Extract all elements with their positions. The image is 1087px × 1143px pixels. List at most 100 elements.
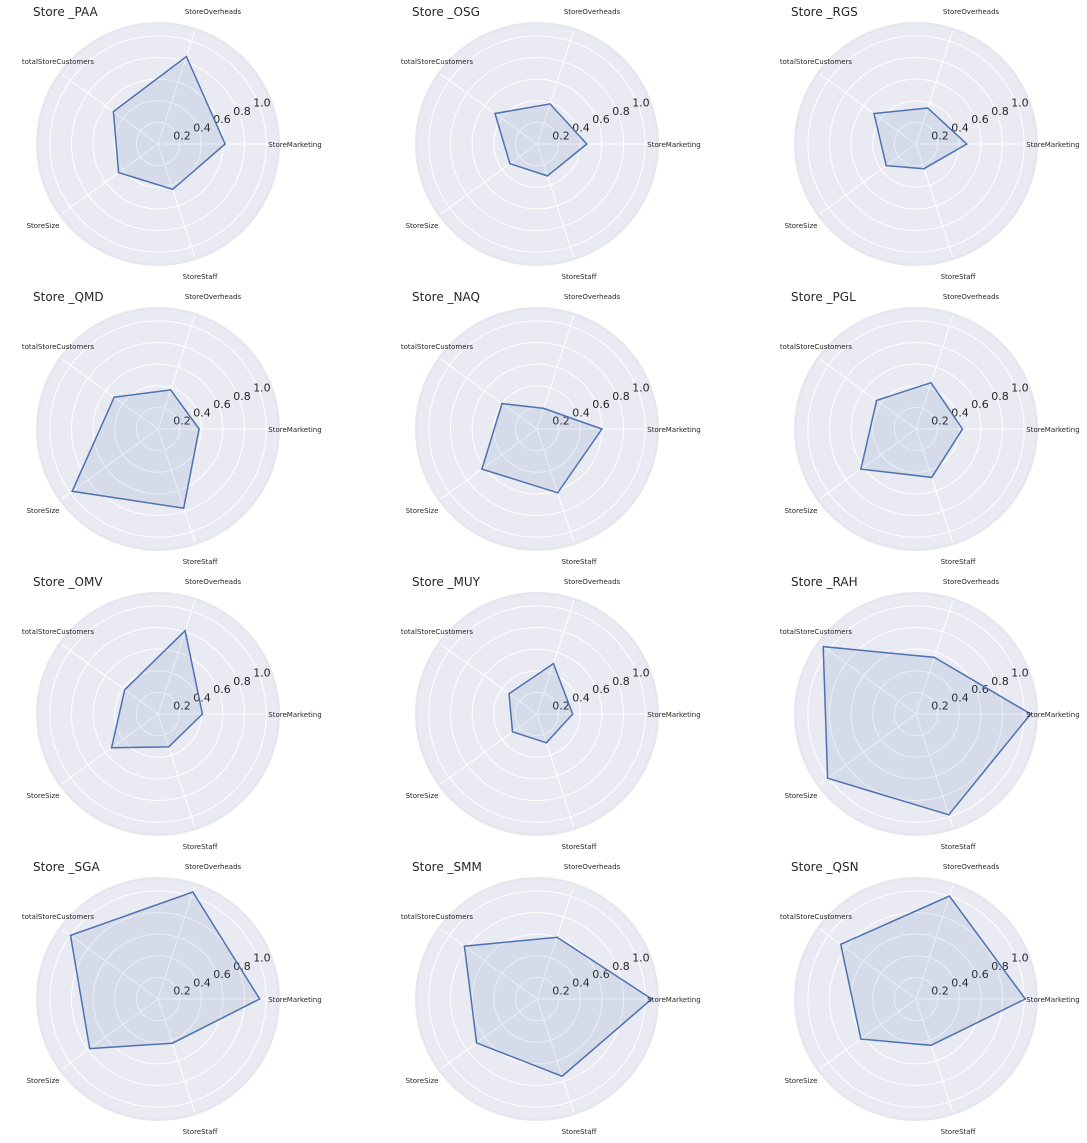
data-point — [463, 945, 466, 947]
axis-spoke — [157, 600, 196, 715]
axis-category-label: StoreSize — [406, 1077, 439, 1085]
series-line — [69, 891, 261, 1050]
data-point — [1024, 998, 1027, 1000]
axis-spoke — [915, 885, 954, 1000]
r-tick-label: 0.2 — [931, 985, 949, 998]
series-line — [839, 895, 1027, 1047]
r-tick-label: 1.0 — [1011, 382, 1029, 395]
data-point — [494, 112, 496, 115]
axis-spoke — [819, 143, 917, 215]
axis-category-label: totalStoreCustomers — [22, 913, 95, 921]
outer-frame — [794, 307, 1038, 551]
axis-spoke — [61, 998, 159, 1070]
axis-category-label: totalStoreCustomers — [401, 913, 474, 921]
axis-category-label: StoreSize — [785, 792, 818, 800]
r-tick-label: 0.6 — [592, 113, 610, 126]
data-point — [926, 107, 929, 109]
axis-category-label: StoreOverheads — [185, 863, 242, 871]
axis-category-label: StoreMarketing — [1026, 996, 1079, 1004]
axis-spoke — [157, 30, 196, 145]
series-area — [113, 56, 226, 190]
data-point — [826, 777, 829, 779]
axis-category-label: StoreStaff — [562, 558, 597, 566]
r-tick-label: 0.6 — [971, 113, 989, 126]
axis-spoke — [61, 143, 159, 215]
axis-spoke — [157, 143, 196, 258]
r-tick-label: 0.2 — [173, 415, 191, 428]
axis-category-label: StoreOverheads — [564, 293, 621, 301]
axis-spoke — [157, 428, 196, 543]
series-area — [70, 892, 260, 1049]
data-point — [571, 713, 574, 715]
data-point — [822, 645, 824, 648]
radar-panel: 0.20.40.60.81.0 StoreMarketing StoreOverhe… — [780, 290, 1080, 566]
data-point — [184, 629, 186, 632]
axis-category-label: StoreOverheads — [943, 8, 1000, 16]
r-tick-label: 0.8 — [612, 960, 630, 973]
data-point — [545, 742, 548, 744]
outer-frame — [794, 592, 1038, 836]
series-line — [71, 389, 200, 510]
r-tick-label: 0.6 — [213, 968, 231, 981]
series-line — [822, 645, 1032, 816]
r-tick-label: 0.6 — [213, 683, 231, 696]
axis-category-label: totalStoreCustomers — [401, 343, 474, 351]
radar-panel: 0.20.40.60.81.0 StoreMarketing StoreOverhe… — [401, 575, 701, 851]
r-tick-label: 0.8 — [991, 105, 1009, 118]
r-tick-label: 0.2 — [931, 415, 949, 428]
axis-spoke — [536, 600, 575, 715]
series-area — [111, 630, 203, 748]
axis-spoke — [157, 315, 196, 430]
r-tick-label: 0.2 — [173, 130, 191, 143]
axis-spoke — [819, 73, 917, 145]
r-tick-label: 0.4 — [193, 976, 211, 989]
axis-category-label: StoreOverheads — [564, 578, 621, 586]
axis-category-label: totalStoreCustomers — [22, 58, 95, 66]
axis-category-label: StoreMarketing — [268, 711, 321, 719]
data-point — [961, 428, 964, 430]
axis-category-label: totalStoreCustomers — [22, 628, 95, 636]
data-point — [601, 428, 603, 430]
r-tick-label: 0.6 — [971, 968, 989, 981]
r-tick-label: 1.0 — [253, 952, 271, 965]
axis-spoke — [536, 315, 575, 430]
axis-category-label: StoreMarketing — [1026, 426, 1079, 434]
axis-category-label: StoreSize — [27, 792, 60, 800]
r-tick-label: 0.8 — [991, 390, 1009, 403]
axis-spoke — [915, 713, 954, 828]
radar-panel: 0.20.40.60.81.0 StoreMarketing StoreOverhe… — [780, 5, 1080, 281]
data-point — [561, 1075, 563, 1077]
series-area — [481, 403, 602, 493]
r-tick-label: 0.2 — [552, 985, 570, 998]
axis-category-label: StoreSize — [406, 222, 439, 230]
data-point — [873, 112, 875, 115]
data-point — [123, 689, 126, 691]
r-tick-label: 0.4 — [572, 406, 590, 419]
data-point — [923, 167, 925, 170]
axis-category-label: StoreMarketing — [647, 711, 700, 719]
r-tick-label: 0.4 — [572, 691, 590, 704]
r-tick-label: 0.8 — [991, 675, 1009, 688]
r-tick-label: 0.2 — [552, 130, 570, 143]
r-tick-label: 0.4 — [951, 691, 969, 704]
axis-spoke — [915, 143, 954, 258]
axis-spoke — [440, 643, 538, 715]
data-point — [508, 692, 510, 695]
r-tick-label: 0.4 — [572, 121, 590, 134]
series-area — [860, 382, 963, 478]
axis-category-label: StoreMarketing — [647, 996, 700, 1004]
data-point — [167, 746, 170, 748]
axis-category-label: StoreMarketing — [1026, 711, 1079, 719]
axis-category-label: StoreStaff — [183, 558, 218, 566]
r-tick-label: 0.6 — [592, 683, 610, 696]
data-point — [112, 110, 115, 113]
radar-panel: 0.20.40.60.81.0 StoreMarketing StoreOverhe… — [401, 860, 701, 1136]
panel-title: Store _OSG — [412, 5, 480, 19]
outer-frame — [36, 592, 280, 836]
r-tick-label: 0.6 — [213, 398, 231, 411]
r-tick-label: 0.2 — [552, 415, 570, 428]
axis-category-label: StoreOverheads — [185, 578, 242, 586]
axis-spoke — [915, 428, 954, 543]
axis-spoke — [61, 928, 159, 1000]
r-tick-label: 1.0 — [1011, 952, 1029, 965]
